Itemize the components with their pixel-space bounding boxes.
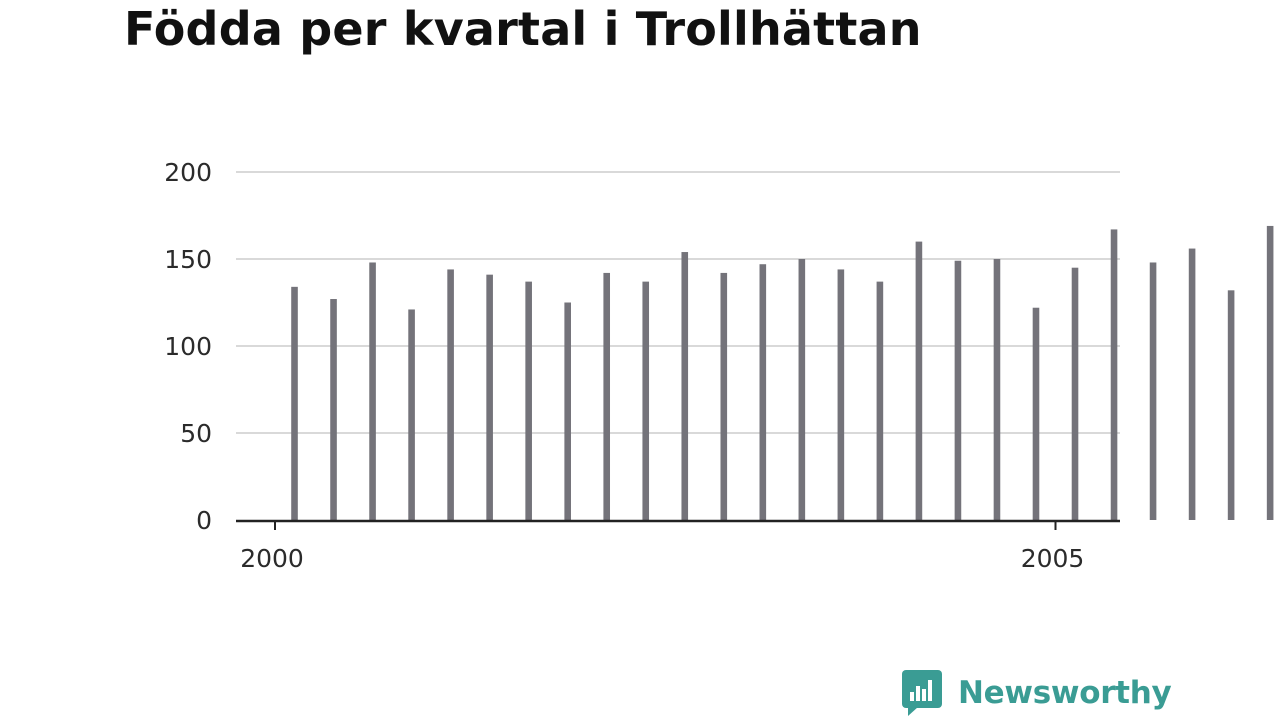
newsworthy-logo-icon xyxy=(902,670,942,716)
bar xyxy=(330,299,337,520)
bar xyxy=(291,286,298,520)
bar xyxy=(876,281,884,520)
chart-title: Födda per kvartal i Trollhättan xyxy=(124,2,922,56)
x-tick-label: 2000 xyxy=(240,544,304,573)
bar xyxy=(1071,267,1079,520)
bar xyxy=(447,269,454,520)
y-tick-label: 50 xyxy=(180,419,212,448)
x-axis xyxy=(236,519,1120,530)
bar xyxy=(642,281,650,520)
bar xyxy=(993,259,1001,520)
x-tick-label: 2005 xyxy=(1021,544,1085,573)
bar xyxy=(837,269,845,520)
bar xyxy=(603,272,611,520)
bar xyxy=(1032,307,1040,520)
y-axis-labels: 0 50 100 150 200 xyxy=(164,158,212,535)
bar xyxy=(369,262,376,520)
brand-name: Newsworthy xyxy=(958,675,1172,711)
bar xyxy=(486,274,493,520)
bar xyxy=(1110,229,1118,521)
bar xyxy=(525,281,532,520)
y-tick-label: 200 xyxy=(164,158,212,187)
bars xyxy=(291,225,1274,521)
bar xyxy=(954,260,962,520)
y-tick-label: 0 xyxy=(196,506,212,535)
gridlines xyxy=(236,171,1120,434)
bar xyxy=(1188,248,1196,520)
bar xyxy=(720,272,728,520)
bar xyxy=(915,241,923,520)
bar xyxy=(759,264,767,520)
y-tick-label: 100 xyxy=(164,332,212,361)
brand: Newsworthy xyxy=(902,670,1172,716)
bar xyxy=(564,302,571,520)
bar xyxy=(798,259,806,520)
bar xyxy=(1227,290,1235,520)
bar xyxy=(681,252,689,521)
y-tick-label: 150 xyxy=(164,245,212,274)
bar xyxy=(1266,225,1274,520)
x-axis-labels: 200020052010201520202025 xyxy=(240,544,1085,573)
bar xyxy=(408,309,415,520)
bar xyxy=(1149,262,1157,520)
